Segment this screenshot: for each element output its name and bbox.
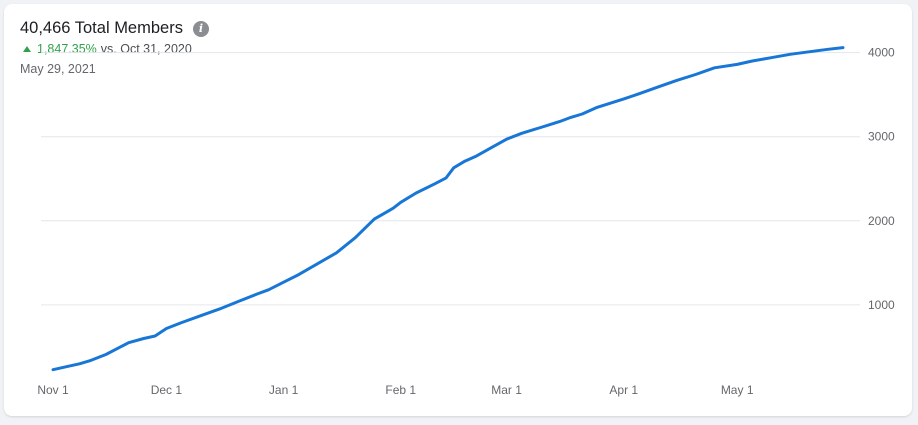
- x-tick-label: Jan 1: [269, 383, 299, 397]
- y-tick-label: 1000: [868, 298, 895, 312]
- y-tick-label: 4000: [868, 46, 895, 60]
- x-tick-label: Feb 1: [385, 383, 416, 397]
- x-tick-label: Apr 1: [609, 383, 638, 397]
- y-tick-label: 3000: [868, 130, 895, 144]
- series-line: [51, 46, 845, 372]
- triangle-up-icon: [23, 46, 31, 52]
- y-axis-ticks: 1000 2000 3000 4000: [868, 46, 895, 312]
- x-tick-label: Nov 1: [37, 383, 69, 397]
- x-tick-label: Mar 1: [491, 383, 522, 397]
- x-axis-ticks: Nov 1 Dec 1 Jan 1 Feb 1 Mar 1 Apr 1 May 1: [37, 383, 754, 397]
- total-members-title: 40,466 Total Members: [20, 19, 183, 37]
- info-icon[interactable]: i: [192, 20, 209, 37]
- report-date: May 29, 2021: [20, 62, 96, 76]
- title-row: 40,466 Total Members i: [20, 19, 209, 38]
- x-tick-label: May 1: [721, 383, 754, 397]
- members-card: 40,466 Total Members i 1,847.35% vs. Oct…: [4, 4, 912, 416]
- x-tick-label: Dec 1: [151, 383, 183, 397]
- y-tick-label: 2000: [868, 214, 895, 228]
- grid-lines: [41, 52, 860, 306]
